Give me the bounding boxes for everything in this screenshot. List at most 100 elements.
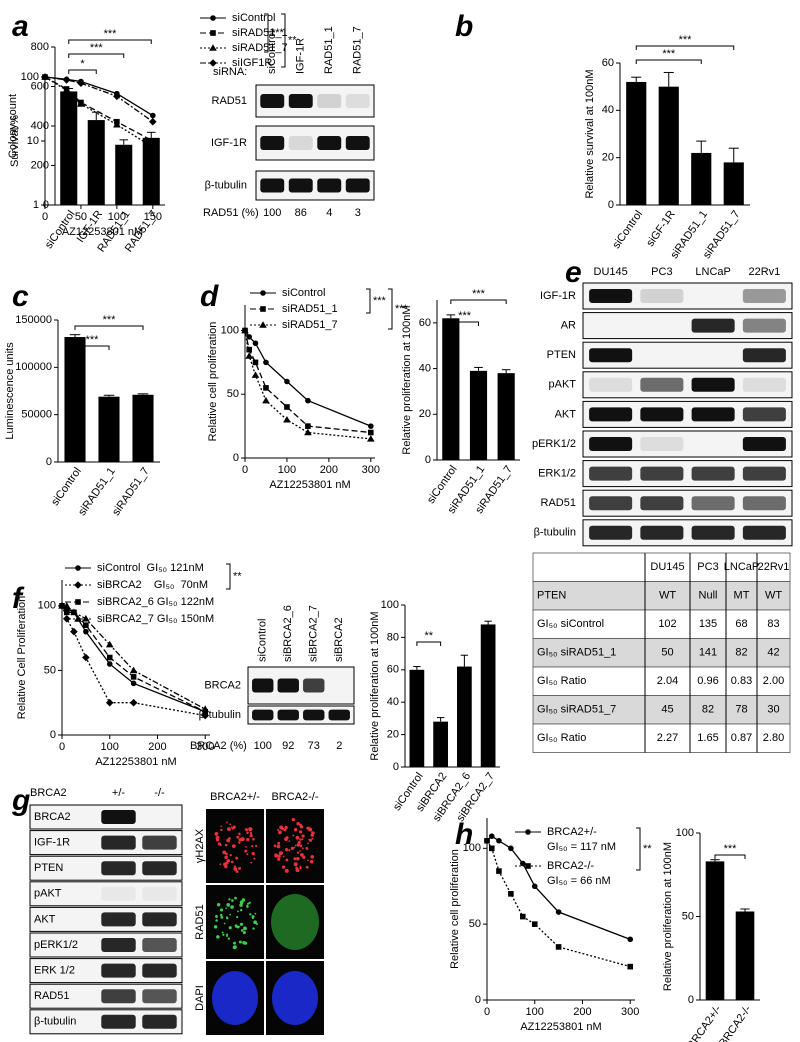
panel-letter: a [12,10,29,43]
focus-dot [293,862,298,867]
series-line [244,330,371,440]
bar [723,162,744,205]
focus-dot [213,925,218,929]
table-cell: 30 [767,704,779,716]
lane-label: DU145 [594,266,628,278]
micrograph-column-label: BRCA2+/- [210,791,260,803]
focus-dot [225,907,227,910]
focus-dot [229,823,232,826]
focus-dot [277,857,281,861]
y-tick-label: 1 [33,199,39,211]
table-header: 22Rv1 [758,561,790,573]
significance-label: ** [288,34,297,46]
panel-letter: d [200,280,219,313]
y-axis-label: Relative survival at 100nM [584,69,596,198]
focus-dot [234,896,237,900]
panel-letter: h [455,818,473,851]
blot-band [640,496,684,511]
focus-dot [293,846,296,849]
focus-dot [242,930,246,935]
panel-letter: c [12,280,29,313]
bar [457,666,472,767]
lane-label: +/- [112,787,125,799]
table-cell: PTEN [537,590,566,602]
focus-dot [229,854,232,857]
blot-band [142,938,177,952]
focus-dot [306,826,310,830]
bar [735,911,755,1000]
y-tick-label: 600 [31,80,49,92]
focus-dot [217,842,222,846]
legend-label: siRAD51_1 [282,303,338,315]
table-cell: WT [765,590,782,602]
y-tick-label: 20 [602,152,614,164]
focus-dot [231,899,234,902]
focus-dot [281,851,284,854]
table-cell: 2.04 [657,675,678,687]
bar [409,669,425,767]
y-axis-label: Relative Cell Proliferation [16,596,28,720]
marker [74,615,82,622]
x-tick-label: 100 [278,464,296,476]
table-header: DU145 [650,561,684,573]
x-tick-label: 300 [196,741,214,753]
marker [77,79,85,88]
lane-label: -/- [154,787,165,799]
legend-label: siIGF1R [232,57,272,69]
focus-dot [276,844,281,849]
table-cell: 0.87 [731,732,752,744]
focus-dot [301,834,305,838]
legend-label: BRCA2+/- [547,826,597,838]
blot-band [589,407,633,422]
table-cell: GI₅₀ Ratio [537,732,586,744]
x-tick-label: 200 [573,1006,591,1018]
focus-dot [226,821,228,824]
bar [64,337,86,462]
focus-dot [222,850,227,855]
focus-dot [311,831,314,834]
focus-dot [235,856,239,860]
table-cell: 78 [735,704,747,716]
table-cell: GI₅₀ Ratio [537,675,586,687]
marker [531,921,538,927]
quant-label: BRCA2 (%) [190,740,247,752]
focus-dot [222,933,225,936]
blot-band [277,709,299,721]
marker [70,608,78,616]
focus-dot [283,828,287,832]
focus-dot [238,940,242,944]
marker [201,705,210,712]
blot-band [691,496,735,511]
y-tick-label: 0 [688,994,694,1006]
focus-dot [284,868,289,873]
focus-dot [285,858,289,862]
focus-dot [238,866,242,870]
focus-dot [290,846,295,851]
table-cell: 102 [658,618,676,630]
table-cell: 82 [702,704,714,716]
blot-band [101,861,136,876]
blot-band [303,709,325,721]
blot-band [589,496,633,511]
panel-letter: b [455,10,473,43]
focus-dot [223,922,226,925]
x-tick-label: siControl [49,466,84,508]
legend-label: siControl [232,12,275,24]
focus-dot [254,844,258,848]
y-axis-label: Luminescence units [4,342,16,440]
y-tick-label: 40 [419,362,431,374]
focus-dot [224,855,228,860]
bar [98,396,120,462]
focus-dot [299,866,302,870]
table-row [532,695,791,725]
focus-dot [230,860,234,864]
significance-label: *** [86,334,100,346]
significance-label: ** [643,843,652,855]
marker [105,698,114,707]
marker [488,833,495,839]
bar [480,624,496,767]
micrograph-column-label: BRCA2-/- [271,791,318,803]
focus-dot [278,830,282,835]
table-cell: 45 [661,704,673,716]
panel-letter: f [12,582,25,615]
